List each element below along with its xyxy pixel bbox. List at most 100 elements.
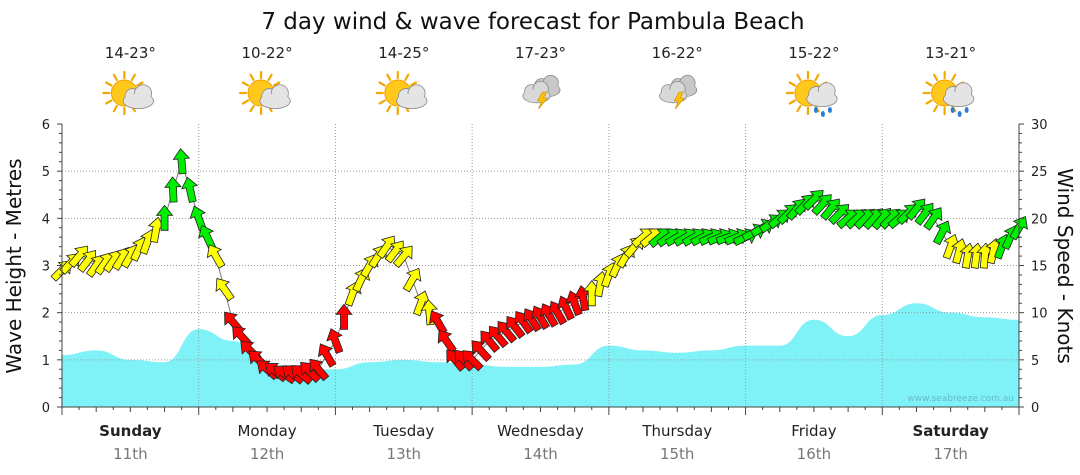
day-name: Tuesday: [372, 422, 434, 440]
rain-drop: [827, 107, 832, 113]
chart-title: 7 day wind & wave forecast for Pambula B…: [261, 9, 804, 35]
day-date: 15th: [660, 445, 694, 463]
left-tick-label: 1: [42, 354, 50, 369]
sun-ray: [796, 73, 802, 82]
sun-cloud-icon: [375, 70, 428, 116]
rain-drop: [964, 107, 969, 113]
wind-arrow: [471, 340, 492, 363]
sun-ray: [925, 99, 933, 105]
day-date: 16th: [797, 445, 831, 463]
sun-ray: [933, 73, 939, 82]
sun-ray: [378, 81, 386, 87]
wind-arrow: [932, 220, 952, 246]
day-temperature: 16-22°: [652, 44, 703, 62]
day-date: 13th: [387, 445, 421, 463]
right-axis-label: Wind Speed - Knots: [1053, 168, 1077, 364]
cloud-fill: [124, 93, 153, 107]
left-tick-label: 0: [42, 401, 50, 416]
day-forecast-header: 14-23° 10-22° 14-25° 17-23° 16-22° 15-22° 13-2…: [102, 44, 976, 117]
wind-arrow: [923, 207, 943, 231]
sun-ray: [409, 81, 418, 87]
cloud-fill: [260, 93, 290, 107]
sun-ray: [249, 104, 255, 113]
day-temperature: 14-23°: [105, 44, 156, 62]
day-name: Thursday: [641, 422, 712, 440]
right-tick-label: 20: [1031, 212, 1048, 227]
sun-ray: [267, 73, 273, 82]
sun-ray: [788, 81, 797, 87]
day-name: Sunday: [99, 422, 162, 440]
lightning-bolt: [673, 91, 685, 110]
rain-drop: [950, 107, 955, 113]
left-tick-label: 2: [42, 307, 50, 322]
axes: 0 1 2 3 4 5 6 0 5 10 15 20 25 30: [42, 118, 1048, 416]
sun-ray: [105, 99, 113, 105]
storm-cloud-icon: [522, 74, 561, 110]
day-temperature: 17-23°: [515, 44, 566, 62]
sun-ray: [796, 104, 802, 113]
left-axis-label: Wave Height - Metres: [2, 158, 26, 373]
sun-ray: [136, 81, 144, 87]
wind-arrow: [392, 245, 413, 269]
wind-arrow-series: [50, 148, 1028, 385]
day-temperature: 10-22°: [242, 44, 293, 62]
sun-ray: [249, 73, 255, 82]
right-tick-label: 30: [1031, 118, 1048, 133]
wind-arrow: [326, 328, 344, 354]
day-name: Monday: [237, 422, 296, 440]
right-tick-label: 10: [1031, 307, 1048, 322]
day-temperature: 14-25°: [378, 44, 429, 62]
left-tick-label: 6: [42, 118, 50, 133]
rain-drop: [820, 111, 825, 117]
sun-ray: [386, 104, 392, 113]
wind-arrow: [155, 204, 174, 231]
sun-rain-icon: [922, 70, 975, 117]
sun-ray: [404, 73, 410, 82]
sun-ray: [105, 81, 113, 87]
sun-ray: [272, 81, 281, 87]
day-temperature: 15-22°: [788, 44, 839, 62]
wind-arrow: [402, 267, 422, 293]
left-tick-label: 5: [42, 165, 50, 180]
wind-arrow: [462, 350, 484, 372]
wind-arrow: [437, 329, 457, 354]
sun-cloud-icon: [238, 70, 291, 116]
day-date: 12th: [250, 445, 284, 463]
sun-ray: [112, 73, 118, 82]
right-tick-label: 5: [1031, 354, 1039, 369]
sun-ray: [788, 99, 797, 105]
wind-arrow: [206, 244, 226, 269]
left-tick-label: 4: [42, 212, 50, 227]
wind-arrow: [309, 358, 330, 382]
watermark: www.seabreeze.com.au: [907, 394, 1014, 404]
day-name: Saturday: [912, 422, 989, 440]
day-date: 11th: [113, 445, 147, 463]
cloud-fill: [807, 91, 837, 105]
sun-cloud-icon: [102, 70, 154, 116]
wind-arrow: [317, 343, 337, 368]
sun-ray: [925, 81, 933, 87]
rain-drop: [813, 107, 818, 113]
wind-arrow: [215, 277, 235, 302]
left-tick-label: 3: [42, 260, 50, 275]
day-labels: Sunday 11th Monday 12th Tuesday 13th Wednesday…: [99, 422, 989, 463]
cloud-fill: [944, 91, 973, 105]
lightning-bolt: [536, 91, 549, 110]
wind-arrow: [164, 176, 182, 203]
right-tick-label: 15: [1031, 260, 1048, 275]
sun-ray: [814, 73, 820, 82]
day-name: Friday: [791, 422, 837, 440]
wind-arrow: [172, 148, 191, 175]
day-temperature: 13-21°: [925, 44, 976, 62]
day-name: Wednesday: [497, 422, 584, 440]
wind-arrow: [335, 303, 353, 330]
storm-cloud-icon: [659, 74, 698, 110]
rain-drop: [957, 111, 962, 117]
cloud-fill: [397, 93, 427, 107]
sun-rain-icon: [785, 70, 838, 117]
sun-ray: [241, 99, 250, 105]
right-tick-label: 0: [1031, 401, 1039, 416]
sun-ray: [933, 104, 939, 113]
wind-arrow: [180, 176, 199, 203]
